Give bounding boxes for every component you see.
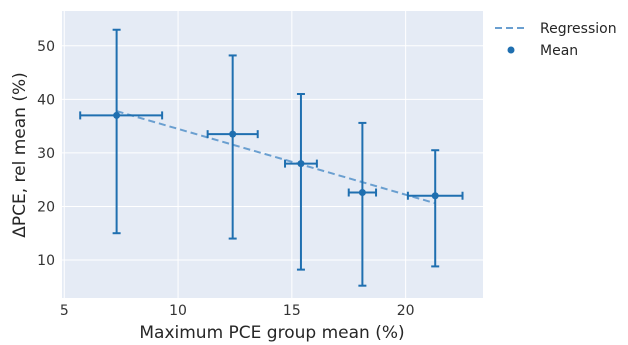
plot-area <box>62 11 483 298</box>
legend-regression-label: Regression <box>540 21 617 37</box>
x-tick-label: 10 <box>169 303 187 319</box>
x-tick-label: 20 <box>397 303 415 319</box>
mean-point <box>229 131 236 138</box>
mean-point <box>432 192 439 199</box>
y-tick-label: 20 <box>37 199 55 215</box>
y-tick-label: 40 <box>37 92 55 108</box>
y-axis-label: ΔPCE, rel mean (%) <box>10 72 30 238</box>
legend: Regression Mean <box>495 21 617 59</box>
mean-point <box>359 189 366 196</box>
legend-mean-label: Mean <box>540 43 578 59</box>
x-axis-label: Maximum PCE group mean (%) <box>139 323 404 343</box>
y-tick-label: 50 <box>37 39 55 55</box>
x-tick-label: 15 <box>283 303 301 319</box>
y-tick-label: 30 <box>37 146 55 162</box>
mean-point <box>297 160 304 167</box>
x-tick-label: 5 <box>60 303 69 319</box>
mean-point <box>113 112 120 119</box>
y-tick-label: 10 <box>37 253 55 269</box>
legend-mean-swatch <box>508 47 515 54</box>
